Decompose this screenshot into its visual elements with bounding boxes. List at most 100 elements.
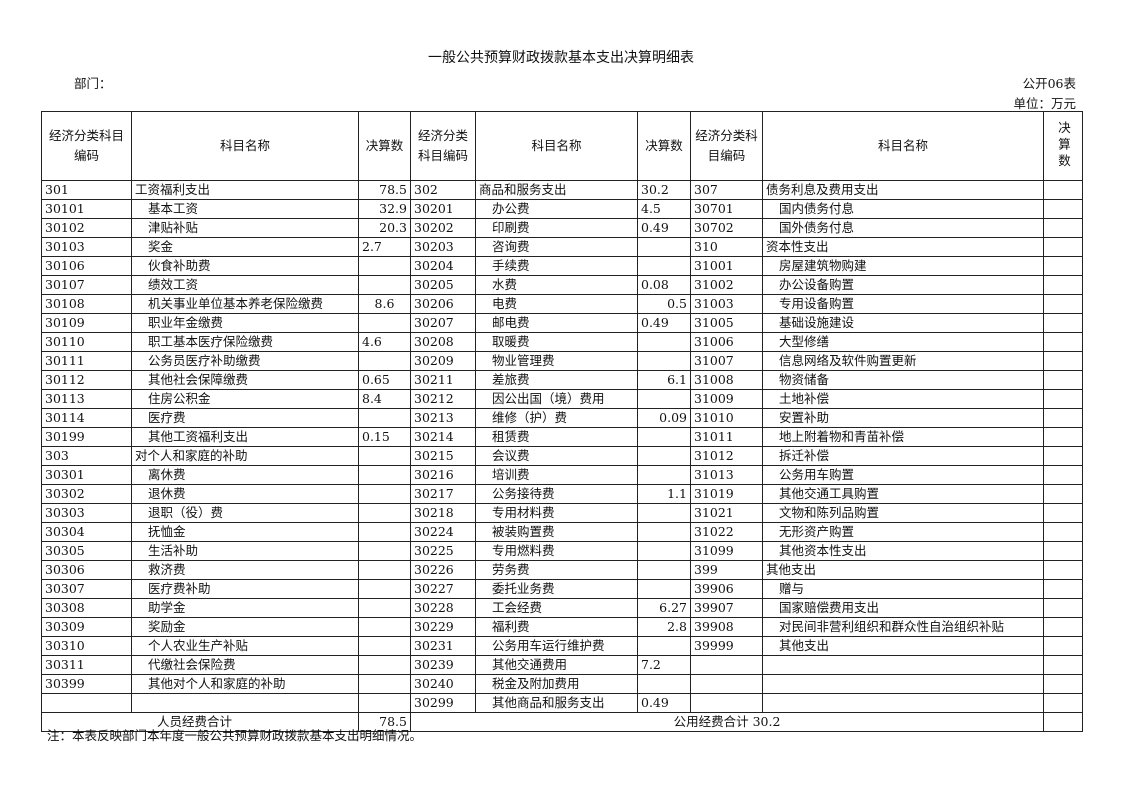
cell-name: 债务利息及费用支出 xyxy=(762,180,1044,200)
cell-code: 31003 xyxy=(690,294,763,314)
table-row: 301 工资福利支出 78.5 302 商品和服务支出 30.2 307 债务利息及费用支出 xyxy=(41,180,1083,200)
cell-amount xyxy=(1043,522,1083,542)
page-title: 一般公共预算财政拨款基本支出决算明细表 xyxy=(428,50,694,66)
cell-name: 专用材料费 xyxy=(475,503,638,523)
cell-code: 30305 xyxy=(41,541,132,561)
header-code: 经济分类科目编码 xyxy=(410,111,476,181)
cell-name: 住房公积金 xyxy=(131,389,359,409)
cell-amount xyxy=(358,655,411,675)
cell-code: 31002 xyxy=(690,275,763,295)
header-amount: 决算数 xyxy=(1043,111,1083,181)
cell-amount: 0.08 xyxy=(637,275,691,295)
cell-name: 房屋建筑物购建 xyxy=(762,256,1044,276)
cell-name: 专用燃料费 xyxy=(475,541,638,561)
header-name: 科目名称 xyxy=(762,111,1044,181)
cell-amount xyxy=(358,465,411,485)
table-row: 30106 伙食补助费 30204 手续费 31001 房屋建筑物购建 xyxy=(41,256,1083,276)
cell-name: 退职（役）费 xyxy=(131,503,359,523)
cell-code: 30207 xyxy=(410,313,476,333)
header-name: 科目名称 xyxy=(475,111,638,181)
cell-code: 39907 xyxy=(690,598,763,618)
cell-code: 31007 xyxy=(690,351,763,371)
cell-name: 地上附着物和青苗补偿 xyxy=(762,427,1044,447)
cell-code: 30217 xyxy=(410,484,476,504)
cell-code: 39906 xyxy=(690,579,763,599)
cell-amount: 0.49 xyxy=(637,693,691,713)
public-total: 公用经费合计 30.2 xyxy=(410,712,1044,732)
cell-amount xyxy=(1043,598,1083,618)
cell-code: 30102 xyxy=(41,218,132,238)
cell-amount: 20.3 xyxy=(358,218,411,238)
table-row: 30306 救济费 30226 劳务费 399 其他支出 xyxy=(41,560,1083,580)
cell-amount xyxy=(637,560,691,580)
cell-code: 302 xyxy=(410,180,476,200)
cell-name: 安置补助 xyxy=(762,408,1044,428)
cell-amount xyxy=(637,465,691,485)
cell-code: 31012 xyxy=(690,446,763,466)
cell-amount: 30.2 xyxy=(637,180,691,200)
cell-name: 其他支出 xyxy=(762,560,1044,580)
cell-amount xyxy=(1043,427,1083,447)
cell-name: 办公设备购置 xyxy=(762,275,1044,295)
cell-code: 30111 xyxy=(41,351,132,371)
table-row: 30305 生活补助 30225 专用燃料费 31099 其他资本性支出 xyxy=(41,541,1083,561)
cell-name: 劳务费 xyxy=(475,560,638,580)
cell-name: 取暖费 xyxy=(475,332,638,352)
cell-code: 310 xyxy=(690,237,763,257)
cell-code: 30201 xyxy=(410,199,476,219)
cell-amount xyxy=(1043,617,1083,637)
cell-name: 抚恤金 xyxy=(131,522,359,542)
cell-amount: 8.4 xyxy=(358,389,411,409)
cell-name: 奖金 xyxy=(131,237,359,257)
expenditure-table: 经济分类科目编码 科目名称 决算数 经济分类科目编码 科目名称 决算数 经济分类科目编码 科目… xyxy=(41,111,1083,732)
table-row: 30301 离休费 30216 培训费 31013 公务用车购置 xyxy=(41,465,1083,485)
cell-name: 租赁费 xyxy=(475,427,638,447)
cell-name: 其他商品和服务支出 xyxy=(475,693,638,713)
cell-amount xyxy=(358,617,411,637)
cell-name: 对民间非营利组织和群众性自治组织补贴 xyxy=(762,617,1044,637)
cell-code xyxy=(690,655,763,675)
cell-amount xyxy=(1043,560,1083,580)
cell-code: 31001 xyxy=(690,256,763,276)
cell-name: 无形资产购置 xyxy=(762,522,1044,542)
cell-code: 30231 xyxy=(410,636,476,656)
cell-amount xyxy=(1043,275,1083,295)
cell-amount: 8.6 xyxy=(358,294,411,314)
cell-code xyxy=(690,674,763,694)
cell-name xyxy=(762,655,1044,675)
cell-amount: 0.65 xyxy=(358,370,411,390)
table-row: 30101 基本工资 32.9 30201 办公费 4.5 30701 国内债务付息 xyxy=(41,199,1083,219)
cell-code: 30114 xyxy=(41,408,132,428)
cell-code: 31013 xyxy=(690,465,763,485)
cell-code: 30216 xyxy=(410,465,476,485)
cell-code: 307 xyxy=(690,180,763,200)
table-row: 30310 个人农业生产补贴 30231 公务用车运行维护费 39999 其他支出 xyxy=(41,636,1083,656)
cell-amount: 0.09 xyxy=(637,408,691,428)
cell-amount xyxy=(1043,636,1083,656)
cell-amount xyxy=(1043,484,1083,504)
cell-amount xyxy=(1043,389,1083,409)
cell-code: 30702 xyxy=(690,218,763,238)
cell-name: 医疗费补助 xyxy=(131,579,359,599)
cell-name: 信息网络及软件购置更新 xyxy=(762,351,1044,371)
cell-amount xyxy=(1043,313,1083,333)
cell-name: 医疗费 xyxy=(131,408,359,428)
cell-amount xyxy=(637,541,691,561)
cell-code: 30399 xyxy=(41,674,132,694)
cell-name: 资本性支出 xyxy=(762,237,1044,257)
cell-amount: 0.5 xyxy=(637,294,691,314)
cell-amount xyxy=(1043,370,1083,390)
header-code: 经济分类科目编码 xyxy=(41,111,132,181)
cell-code: 30299 xyxy=(410,693,476,713)
cell-amount: 0.15 xyxy=(358,427,411,447)
cell-name xyxy=(131,693,359,713)
cell-amount xyxy=(1043,351,1083,371)
cell-amount xyxy=(637,237,691,257)
cell-amount xyxy=(637,351,691,371)
cell-code: 31011 xyxy=(690,427,763,447)
form-number: 公开06表 xyxy=(1022,76,1076,91)
cell-name: 公务用车运行维护费 xyxy=(475,636,638,656)
cell-code: 30239 xyxy=(410,655,476,675)
cell-code: 30211 xyxy=(410,370,476,390)
cell-code xyxy=(690,693,763,713)
